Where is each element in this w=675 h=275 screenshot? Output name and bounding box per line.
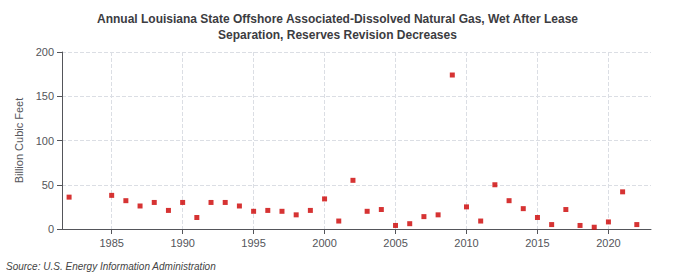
svg-text:1995: 1995 bbox=[241, 237, 265, 249]
svg-text:Source: U.S. Energy Informatio: Source: U.S. Energy Information Administ… bbox=[6, 261, 216, 272]
svg-text:200: 200 bbox=[36, 46, 54, 58]
svg-text:2010: 2010 bbox=[454, 237, 478, 249]
svg-text:150: 150 bbox=[36, 90, 54, 102]
svg-text:2015: 2015 bbox=[525, 237, 549, 249]
svg-text:1990: 1990 bbox=[170, 237, 194, 249]
svg-text:2020: 2020 bbox=[596, 237, 620, 249]
svg-text:100: 100 bbox=[36, 135, 54, 147]
svg-text:2005: 2005 bbox=[383, 237, 407, 249]
svg-text:2000: 2000 bbox=[312, 237, 336, 249]
svg-text:1985: 1985 bbox=[99, 237, 123, 249]
svg-text:Separation, Reserves Revision: Separation, Reserves Revision Decreases bbox=[218, 28, 457, 42]
svg-text:0: 0 bbox=[48, 223, 54, 235]
svg-text:Billion Cubic Feet: Billion Cubic Feet bbox=[13, 98, 25, 184]
svg-text:Annual Louisiana State Offshor: Annual Louisiana State Offshore Associat… bbox=[97, 12, 578, 26]
svg-text:50: 50 bbox=[42, 179, 54, 191]
